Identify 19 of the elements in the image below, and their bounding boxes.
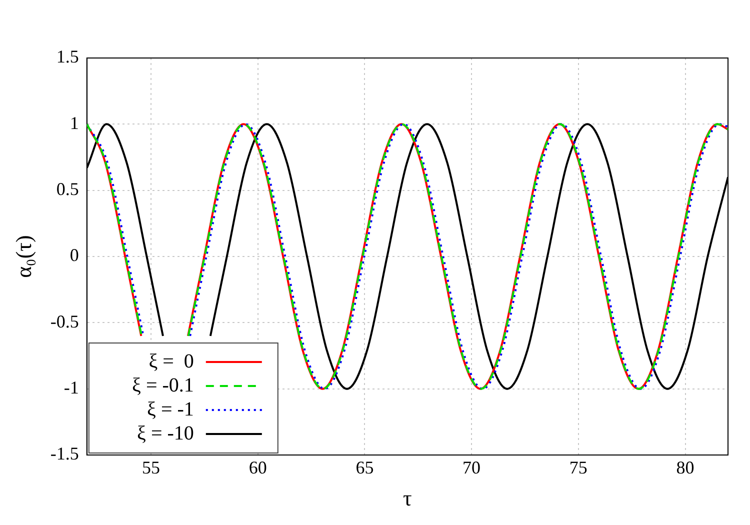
y-tick-label: -0.5 xyxy=(50,311,79,332)
legend-label: ξ = -10 xyxy=(137,422,194,444)
y-tick-label: 1 xyxy=(70,112,79,133)
y-tick-label: 0 xyxy=(70,245,79,266)
legend-label: ξ = 0 xyxy=(148,350,194,372)
x-tick-label: 80 xyxy=(676,458,694,478)
y-tick-label: 1.5 xyxy=(56,46,79,67)
x-tick-label: 55 xyxy=(142,458,160,478)
x-tick-label: 65 xyxy=(356,458,374,478)
x-tick-label: 75 xyxy=(569,458,588,478)
x-tick-label: 70 xyxy=(462,458,481,478)
y-tick-label: -1 xyxy=(64,378,79,398)
legend-label: ξ = -0.1 xyxy=(132,374,194,396)
legend-label: ξ = -1 xyxy=(147,398,194,420)
y-axis-title: α₀(τ) xyxy=(10,235,36,278)
x-tick-label: 60 xyxy=(248,458,267,478)
y-tick-label: -1.5 xyxy=(50,444,79,464)
y-tick-label: 0.5 xyxy=(56,179,79,200)
x-axis-title: τ xyxy=(403,486,412,511)
